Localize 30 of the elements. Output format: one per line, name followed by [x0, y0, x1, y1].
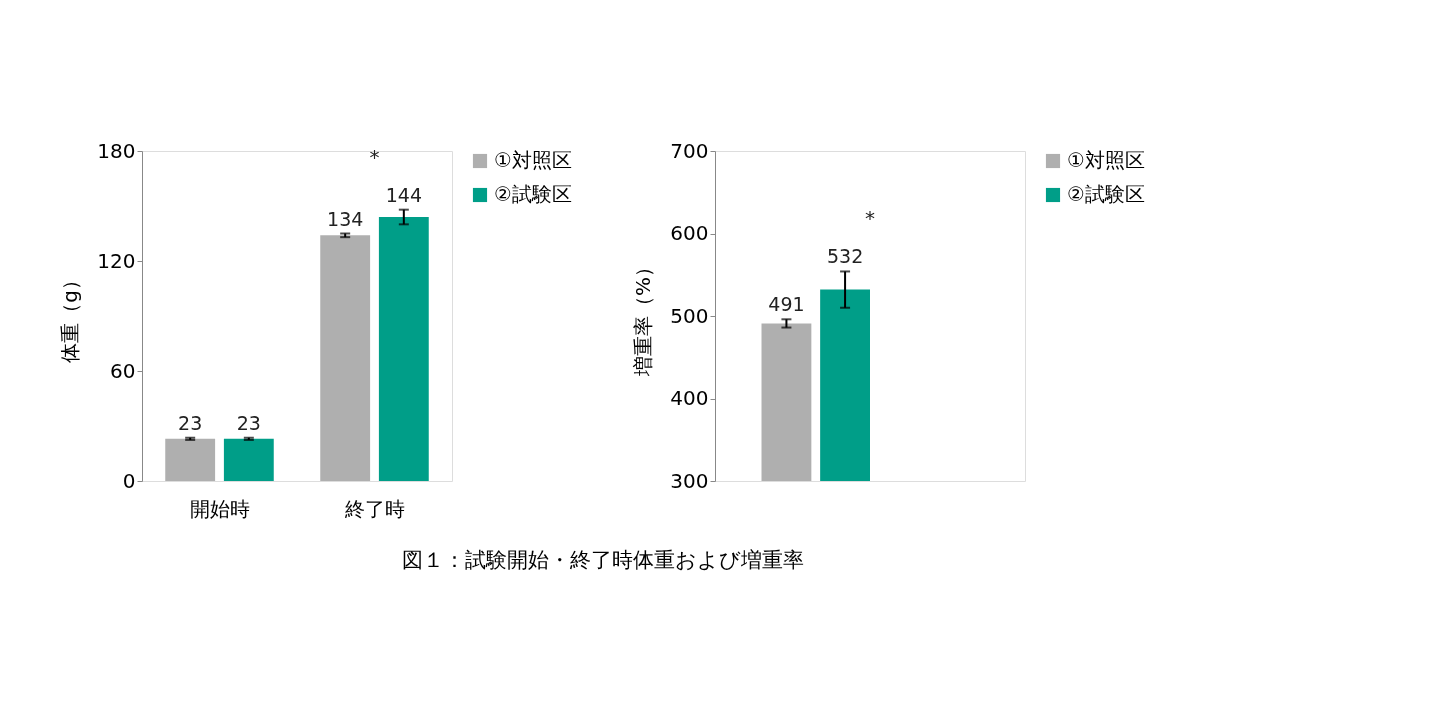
- y-tick-label: 400: [670, 386, 709, 410]
- bar: [320, 235, 371, 481]
- caption: 図１：試験開始・終了時体重および増重率: [401, 547, 804, 572]
- y-axis-title: 増重率（%）: [631, 256, 656, 378]
- bar: [223, 438, 274, 481]
- data-label: 23: [178, 411, 203, 434]
- legend-label: ①対照区: [1067, 148, 1145, 172]
- y-tick-label: 60: [110, 358, 136, 383]
- data-label: 532: [826, 245, 864, 268]
- x-tick-label: 開始時: [189, 496, 250, 521]
- x-tick-label: 終了時: [343, 496, 405, 521]
- y-tick-label: 700: [670, 138, 709, 163]
- data-label: 134: [327, 207, 364, 230]
- data-label: 144: [385, 183, 422, 206]
- y-tick-label: 0: [122, 468, 136, 493]
- annotation: *: [369, 144, 380, 169]
- annotation: *: [865, 206, 875, 231]
- y-tick-label: 500: [670, 303, 709, 328]
- y-tick-label: 300: [670, 468, 709, 493]
- y-axis-title: 体重（g）: [58, 270, 83, 363]
- y-tick-label: 180: [97, 138, 136, 163]
- legend-label: ②試験区: [1067, 182, 1145, 206]
- y-tick-label: 600: [670, 221, 709, 245]
- data-label: 491: [768, 293, 805, 316]
- y-tick-label: 120: [97, 248, 136, 273]
- legend-label: ②試験区: [494, 182, 572, 206]
- bar: [378, 217, 429, 481]
- bar: [165, 438, 216, 481]
- legend-label: ①対照区: [494, 148, 572, 172]
- data-label: 23: [236, 411, 261, 434]
